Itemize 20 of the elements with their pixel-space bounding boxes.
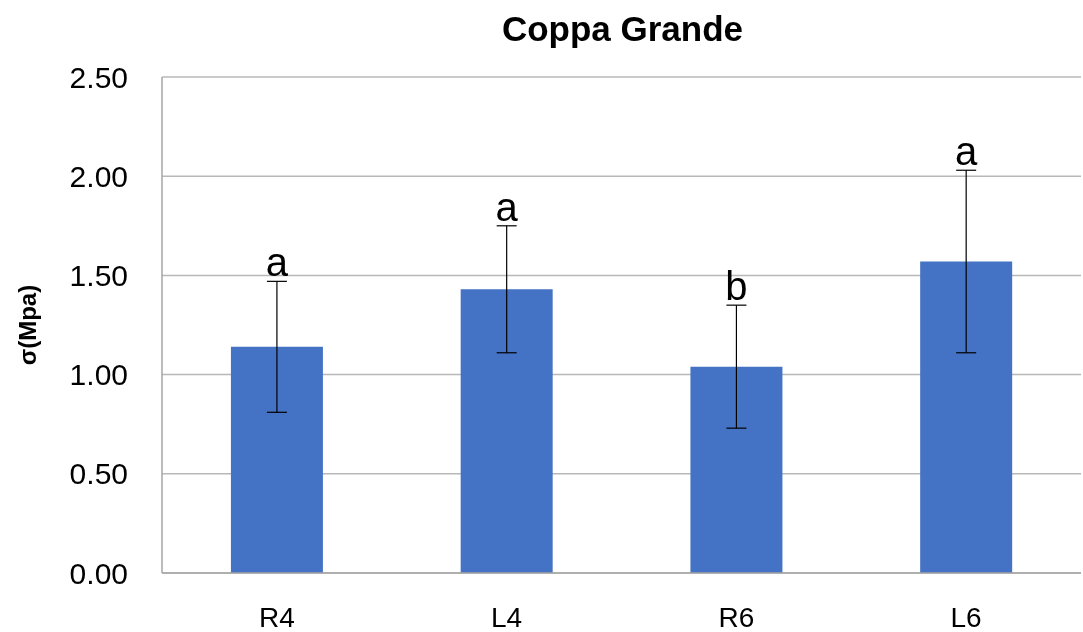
bar <box>230 346 323 573</box>
y-tick-label: 2.00 <box>69 159 128 193</box>
annotation: a <box>495 184 519 229</box>
bar <box>920 261 1013 573</box>
x-tick-label: L4 <box>491 601 523 632</box>
x-tick-label: R4 <box>258 601 295 632</box>
bar <box>460 289 553 573</box>
y-tick-label: 1.50 <box>69 259 128 293</box>
x-tick-label: L6 <box>950 601 982 632</box>
bar <box>690 366 783 573</box>
chart-title: Coppa Grande <box>500 8 745 50</box>
y-tick-label: 0.50 <box>69 457 128 491</box>
y-tick-label: 0.00 <box>69 556 128 590</box>
y-axis-title: σ(Mpa) <box>13 284 41 366</box>
y-tick-label: 1.00 <box>69 358 128 392</box>
annotation: b <box>725 264 748 309</box>
y-tick-label: 2.50 <box>69 60 128 94</box>
x-tick-label: R6 <box>718 601 755 632</box>
annotation: a <box>265 240 289 285</box>
annotation: a <box>955 129 978 174</box>
